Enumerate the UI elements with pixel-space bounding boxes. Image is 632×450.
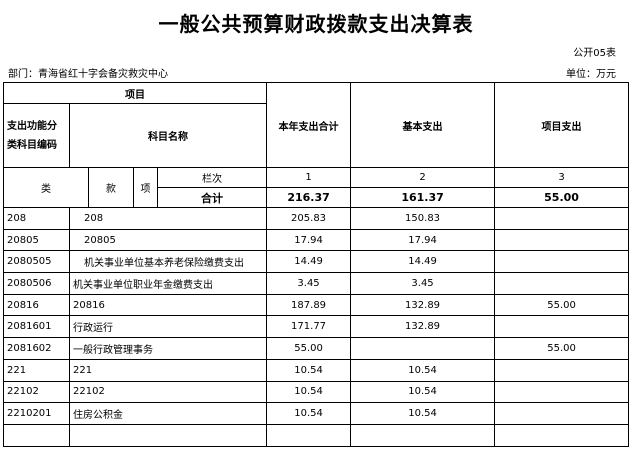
- header-kuan: 款: [88, 167, 134, 208]
- row-total: 55.00: [266, 337, 352, 360]
- row-basic: 132.89: [350, 315, 496, 339]
- row-name: 208: [68, 207, 268, 230]
- row-name: 20805: [68, 228, 268, 252]
- row-total: 171.77: [266, 315, 352, 339]
- table-row: 20805 20805 17.94 17.94: [3, 228, 630, 252]
- expenditure-table: 项目 本年支出合计 基本支出 项目支出 支出功能分类科目编码 科目名称 类 款 …: [2, 82, 630, 447]
- row-name: 行政运行: [68, 315, 268, 339]
- row-project: 55.00: [494, 293, 630, 317]
- page-title: 一般公共预算财政拨款支出决算表: [158, 12, 474, 36]
- blank-row: [3, 423, 630, 447]
- row-project: [494, 380, 630, 404]
- table-row: 2081602 一般行政管理事务 55.00 55.00: [3, 337, 630, 360]
- row-code: 2081602: [3, 337, 70, 360]
- header-lei: 类: [3, 167, 89, 208]
- table-row: 20816 20816 187.89 132.89 55.00: [3, 293, 630, 317]
- row-basic: 10.54: [350, 402, 496, 425]
- row-code: 221: [3, 358, 70, 382]
- row-code: 20805: [3, 228, 70, 252]
- row-name: 机关事业单位基本养老保险缴费支出: [68, 250, 268, 274]
- row-code: 208: [3, 207, 70, 230]
- row-total: 187.89: [266, 293, 352, 317]
- row-basic: 3.45: [350, 272, 496, 295]
- header-basic: 基本支出: [350, 82, 496, 168]
- seq-2: 2: [350, 167, 496, 188]
- seq-3: 3: [494, 167, 630, 188]
- row-code: 2080506: [3, 272, 70, 295]
- table-row: 208 208 205.83 150.83: [3, 207, 630, 230]
- table-row: 221 221 10.54 10.54: [3, 358, 630, 382]
- row-total: 10.54: [266, 358, 352, 382]
- row-total: 10.54: [266, 380, 352, 404]
- row-code: 2210201: [3, 402, 70, 425]
- row-project: [494, 228, 630, 252]
- row-project: [494, 272, 630, 295]
- row-total: 10.54: [266, 402, 352, 425]
- header-xiang: 项: [133, 167, 158, 208]
- row-basic: [350, 337, 496, 360]
- row-project: [494, 315, 630, 339]
- row-name: 一般行政管理事务: [68, 337, 268, 360]
- department: 部门：青海省红十字会备灾救灾中心: [8, 69, 168, 80]
- row-name: 22102: [68, 380, 268, 404]
- row-total: 17.94: [266, 228, 352, 252]
- seq-1: 1: [266, 167, 352, 188]
- row-basic: 150.83: [350, 207, 496, 230]
- table-row: 2080506 机关事业单位职业年金缴费支出 3.45 3.45: [3, 272, 630, 295]
- header-col-seq: 栏次: [156, 167, 268, 188]
- header-total: 本年支出合计: [266, 82, 352, 168]
- sum-basic: 161.37: [350, 187, 496, 208]
- sum-project: 55.00: [494, 187, 630, 208]
- row-code: 2081601: [3, 315, 70, 339]
- header-code: 支出功能分类科目编码: [3, 103, 70, 168]
- row-code: 22102: [3, 380, 70, 404]
- row-basic: 10.54: [350, 380, 496, 404]
- row-name: 221: [68, 358, 268, 382]
- table-row: 22102 22102 10.54 10.54: [3, 380, 630, 404]
- table-row: 2081601 行政运行 171.77 132.89: [3, 315, 630, 339]
- form-number: 公开05表: [573, 48, 616, 59]
- header-project: 项目支出: [494, 82, 630, 168]
- row-name: 机关事业单位职业年金缴费支出: [68, 272, 268, 295]
- row-basic: 132.89: [350, 293, 496, 317]
- unit: 单位：万元: [566, 69, 616, 80]
- row-code: 2080505: [3, 250, 70, 274]
- row-basic: 10.54: [350, 358, 496, 382]
- row-code: 20816: [3, 293, 70, 317]
- row-project: [494, 402, 630, 425]
- table-row: 2080505 机关事业单位基本养老保险缴费支出 14.49 14.49: [3, 250, 630, 274]
- row-name: 住房公积金: [68, 402, 268, 425]
- row-name: 20816: [68, 293, 268, 317]
- table-row: 2210201 住房公积金 10.54 10.54: [3, 402, 630, 425]
- sum-label: 合计: [156, 187, 268, 208]
- row-total: 14.49: [266, 250, 352, 274]
- row-project: [494, 207, 630, 230]
- row-total: 3.45: [266, 272, 352, 295]
- row-basic: 17.94: [350, 228, 496, 252]
- header-item: 项目: [2, 82, 268, 104]
- sum-total: 216.37: [266, 187, 352, 208]
- row-project: [494, 358, 630, 382]
- row-project: [494, 250, 630, 274]
- header-name: 科目名称: [68, 103, 268, 168]
- row-basic: 14.49: [350, 250, 496, 274]
- row-project: 55.00: [494, 337, 630, 360]
- row-total: 205.83: [266, 207, 352, 230]
